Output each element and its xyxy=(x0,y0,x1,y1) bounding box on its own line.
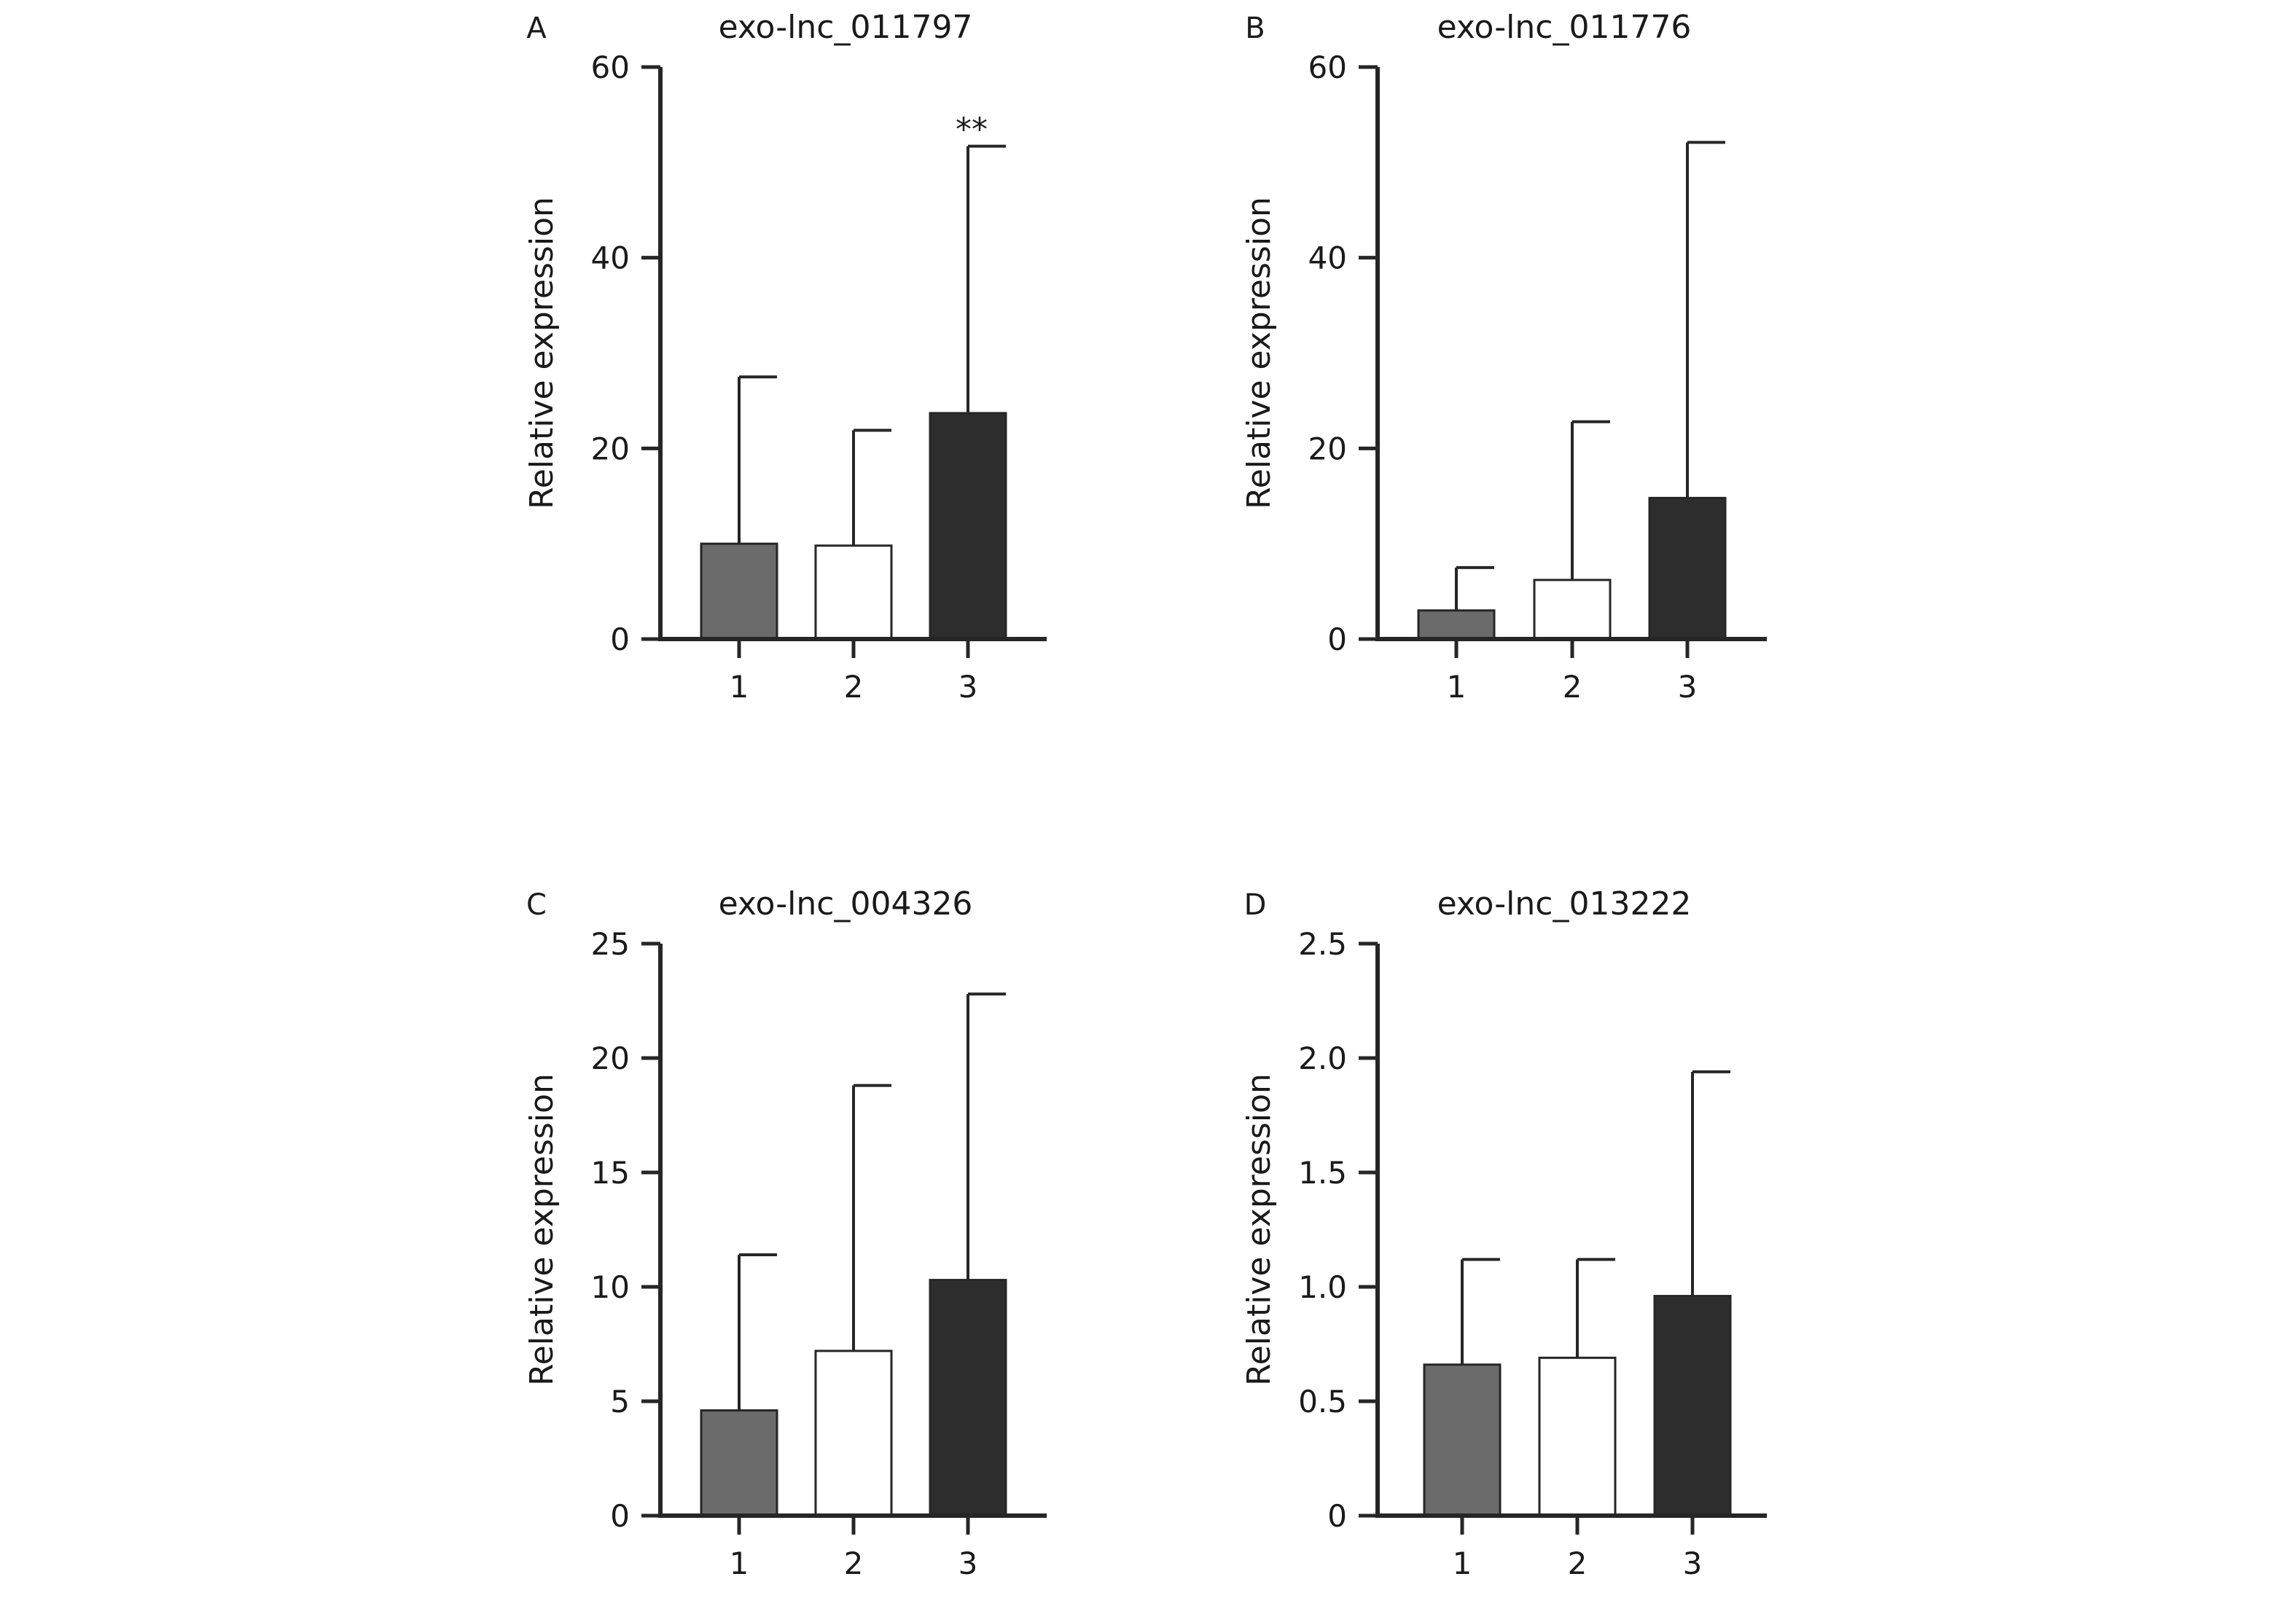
x-tick-label: 2 xyxy=(1568,1546,1588,1581)
x-tick-label: 1 xyxy=(730,1546,749,1581)
y-tick-label: 40 xyxy=(1308,240,1347,276)
y-tick-label: 0 xyxy=(1327,622,1347,657)
bar-3 xyxy=(929,1279,1007,1517)
y-tick-label: 0.5 xyxy=(1298,1384,1347,1419)
y-tick-label: 2.0 xyxy=(1298,1041,1347,1076)
x-tick-label: 3 xyxy=(1678,669,1698,705)
bar-2 xyxy=(1533,579,1612,641)
chart-title: exo-lnc_011797 xyxy=(719,9,973,46)
y-axis-title: Relative expression xyxy=(523,197,561,509)
bar-1 xyxy=(1423,1363,1502,1517)
y-tick-label: 20 xyxy=(591,1041,630,1076)
x-tick-label: 3 xyxy=(958,669,978,705)
bar-2 xyxy=(1538,1356,1617,1517)
y-tick-label: 1.5 xyxy=(1298,1155,1347,1191)
x-tick-label: 1 xyxy=(730,669,749,705)
y-tick-label: 20 xyxy=(591,431,630,466)
chart-title: exo-lnc_011776 xyxy=(1437,9,1692,46)
x-tick-label: 1 xyxy=(1453,1546,1472,1581)
y-tick-label: 2.5 xyxy=(1298,926,1347,962)
x-tick-label: 1 xyxy=(1447,669,1467,705)
bar-1 xyxy=(700,1409,778,1517)
y-tick-label: 1.0 xyxy=(1298,1269,1347,1305)
y-tick-label: 20 xyxy=(1308,431,1347,466)
chart-title: exo-lnc_004326 xyxy=(719,885,973,923)
y-tick-label: 60 xyxy=(1308,50,1347,85)
x-tick-label: 3 xyxy=(958,1546,978,1581)
chart-title: exo-lnc_013222 xyxy=(1437,885,1692,923)
panel-letter: B xyxy=(1245,12,1265,45)
panel-letter: A xyxy=(526,12,547,45)
y-axis-title: Relative expression xyxy=(1241,197,1278,509)
y-tick-label: 5 xyxy=(610,1384,630,1419)
bar-2 xyxy=(814,544,893,641)
bar-3 xyxy=(929,412,1007,641)
y-tick-label: 0 xyxy=(1327,1498,1347,1534)
y-tick-label: 25 xyxy=(591,926,630,962)
x-tick-label: 2 xyxy=(1563,669,1582,705)
y-axis-title: Relative expression xyxy=(1241,1073,1278,1386)
significance-marker: ** xyxy=(956,111,988,149)
y-tick-label: 60 xyxy=(591,50,630,85)
x-tick-label: 2 xyxy=(844,1546,864,1581)
panel-letter: C xyxy=(526,888,547,922)
bar-3 xyxy=(1653,1295,1732,1517)
y-tick-label: 0 xyxy=(610,622,630,657)
y-tick-label: 15 xyxy=(591,1155,630,1191)
x-tick-label: 2 xyxy=(844,669,864,705)
bar-2 xyxy=(814,1350,893,1517)
y-tick-label: 10 xyxy=(591,1269,630,1305)
bar-1 xyxy=(1417,609,1496,641)
bar-1 xyxy=(700,542,778,641)
y-tick-label: 40 xyxy=(591,240,630,276)
y-axis-title: Relative expression xyxy=(523,1073,561,1386)
y-tick-label: 0 xyxy=(610,1498,630,1534)
x-tick-label: 3 xyxy=(1683,1546,1703,1581)
panel-letter: D xyxy=(1244,888,1267,922)
bar-3 xyxy=(1648,496,1727,641)
